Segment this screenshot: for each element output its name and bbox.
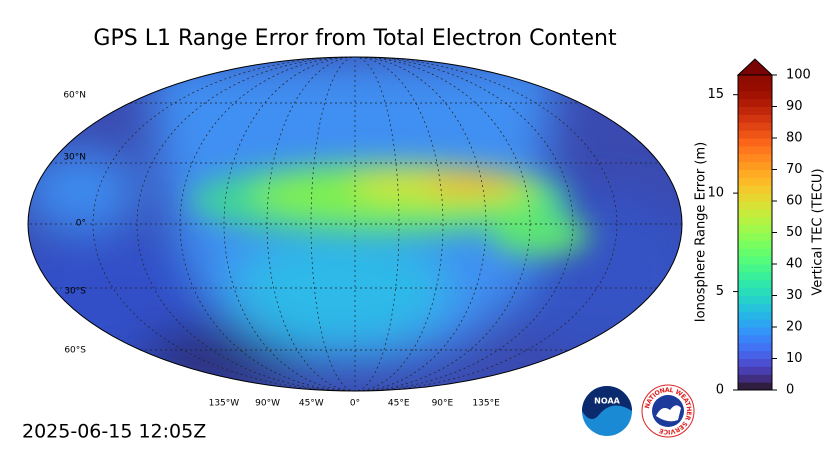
colorbar-extend bbox=[736, 58, 774, 76]
right-tick-label: 80 bbox=[786, 131, 803, 146]
colorbar-band bbox=[738, 342, 772, 352]
colorbar-band bbox=[738, 240, 772, 249]
colorbar-band bbox=[738, 303, 772, 312]
colorbar-band bbox=[738, 264, 772, 273]
colorbar-band bbox=[738, 122, 772, 131]
colorbar-band bbox=[738, 98, 772, 107]
right-tick-label: 50 bbox=[786, 225, 803, 240]
nws-cloud bbox=[656, 405, 681, 422]
lon-label: 135°E bbox=[472, 399, 500, 409]
colorbar-band bbox=[738, 185, 772, 194]
colorbar-band bbox=[738, 311, 772, 320]
colorbar-band bbox=[738, 177, 772, 186]
nws-logo: NATIONAL WEATHER SERVICE bbox=[641, 384, 695, 438]
lon-label: 135°W bbox=[209, 399, 240, 409]
colorbar-band bbox=[738, 366, 772, 375]
right-tick-label: 20 bbox=[786, 320, 803, 335]
colorbar-band bbox=[738, 327, 772, 336]
left-tick-label: 10 bbox=[707, 186, 724, 201]
lat-labels: 60°N 30°N 0° 30°S 60°S bbox=[63, 91, 86, 356]
colorbar-band bbox=[738, 382, 772, 391]
colorbar-left-label: Ionosphere Range Error (m) bbox=[694, 142, 709, 322]
lat-label: 60°S bbox=[64, 346, 86, 356]
colorbar-band bbox=[738, 248, 772, 257]
lat-label: 60°N bbox=[63, 91, 86, 101]
colorbar-band bbox=[738, 145, 772, 155]
colorbar-band bbox=[738, 358, 772, 367]
noaa-text: NOAA bbox=[594, 397, 620, 406]
right-tick-label: 70 bbox=[786, 162, 803, 177]
right-tick-label: 100 bbox=[786, 68, 811, 83]
colorbar-band bbox=[738, 82, 772, 92]
colorbar-band bbox=[738, 216, 772, 226]
right-tick-label: 30 bbox=[786, 288, 803, 303]
colorbar-band bbox=[738, 334, 772, 344]
timestamp: 2025-06-15 12:05Z bbox=[22, 421, 206, 443]
noaa-top bbox=[582, 386, 632, 420]
colorbar-band bbox=[738, 319, 772, 328]
graticule bbox=[28, 57, 682, 391]
right-tick-label: 40 bbox=[786, 257, 803, 272]
colorbar-band bbox=[738, 153, 772, 163]
colorbar-band bbox=[738, 232, 772, 241]
lat-label: 30°N bbox=[63, 153, 86, 163]
colorbar-band bbox=[738, 106, 772, 115]
left-tick-label: 5 bbox=[716, 284, 724, 299]
colorbar-band bbox=[738, 138, 772, 147]
colorbar-band bbox=[738, 75, 772, 84]
colorbar-band bbox=[738, 193, 772, 202]
left-tick-label: 0 bbox=[716, 383, 724, 398]
colorbar-band bbox=[738, 350, 772, 359]
lon-label: 90°W bbox=[255, 399, 280, 409]
right-tick-label: 60 bbox=[786, 194, 803, 209]
colorbar-right-label: Vertical TEC (TECU) bbox=[811, 168, 826, 295]
colorbar-band bbox=[738, 279, 772, 289]
colorbar-band bbox=[738, 161, 772, 170]
lon-labels: 135°W 90°W 45°W 0° 45°E 90°E 135°E bbox=[209, 399, 500, 409]
colorbar-band bbox=[738, 256, 772, 265]
colorbar-band bbox=[738, 295, 772, 304]
colorbar-band bbox=[738, 224, 772, 233]
right-tick-label: 0 bbox=[786, 383, 794, 398]
tec-band bbox=[190, 162, 590, 255]
colorbar-band bbox=[738, 114, 772, 123]
lon-label: 45°E bbox=[388, 399, 410, 409]
title: GPS L1 Range Error from Total Electron C… bbox=[93, 26, 617, 51]
colorbar-band bbox=[738, 130, 772, 139]
left-tick-label: 15 bbox=[707, 87, 724, 102]
colorbar-band bbox=[738, 169, 772, 178]
right-tick-label: 10 bbox=[786, 351, 803, 366]
colorbar-band bbox=[738, 208, 772, 218]
right-tick-label: 90 bbox=[786, 99, 803, 114]
map-border bbox=[27, 56, 683, 392]
noaa-logo: NOAA bbox=[582, 386, 632, 436]
colorbar-band bbox=[738, 271, 772, 281]
lat-label: 30°S bbox=[64, 287, 86, 297]
lon-label: 45°W bbox=[299, 399, 324, 409]
map bbox=[28, 57, 682, 391]
colorbar-band bbox=[738, 374, 772, 383]
colorbar-band bbox=[738, 287, 772, 296]
lat-label: 0° bbox=[76, 219, 86, 229]
lon-label: 90°E bbox=[432, 399, 454, 409]
colorbar-band bbox=[738, 201, 772, 210]
lon-label: 0° bbox=[350, 399, 360, 409]
colorbar: 0 10 20 30 40 50 60 70 80 90 100 0 5 10 15 bbox=[707, 58, 811, 398]
colorbar-band bbox=[738, 90, 772, 100]
